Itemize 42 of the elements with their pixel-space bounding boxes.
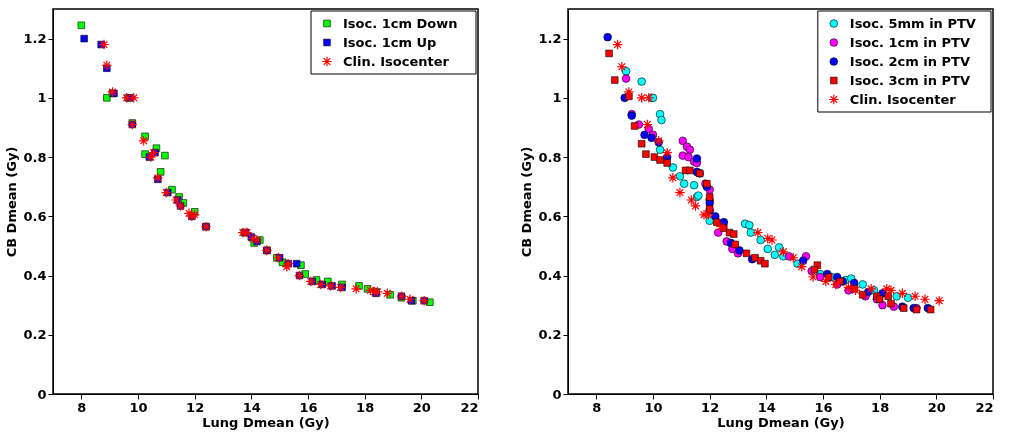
legend-label: Isoc. 5mm in PTV xyxy=(849,15,976,31)
y-tick-label: 1 xyxy=(37,90,47,106)
y-tick-label: 0 xyxy=(552,386,562,402)
y-tick-label: 0.6 xyxy=(23,208,47,224)
x-tick-label: 14 xyxy=(757,399,776,415)
legend-label: Isoc. 2cm in PTV xyxy=(849,53,970,69)
y-axis-title: CB Dmean (Gy) xyxy=(519,146,535,258)
x-tick-label: 12 xyxy=(186,399,205,415)
x-tick-label: 8 xyxy=(592,399,602,415)
y-tick-label: 1.2 xyxy=(538,31,562,47)
x-tick-label: 22 xyxy=(975,399,994,415)
y-axis-title: CB Dmean (Gy) xyxy=(4,146,20,258)
x-tick-label: 16 xyxy=(814,399,833,415)
x-tick-label: 10 xyxy=(129,399,148,415)
x-tick-label: 12 xyxy=(701,399,720,415)
x-tick-label: 22 xyxy=(460,399,479,415)
y-tick-label: 0.8 xyxy=(23,149,47,165)
y-tick-label: 0.2 xyxy=(23,327,47,343)
x-tick-label: 18 xyxy=(356,399,375,415)
x-tick-label: 18 xyxy=(871,399,890,415)
legend-label: Isoc. 1cm Up xyxy=(343,34,437,50)
x-tick-label: 16 xyxy=(299,399,318,415)
y-tick-label: 0.4 xyxy=(538,268,562,284)
y-tick-label: 1.2 xyxy=(23,31,47,47)
x-axis-title: Lung Dmean (Gy) xyxy=(202,414,330,430)
y-tick-label: 0.2 xyxy=(538,327,562,343)
x-tick-label: 14 xyxy=(242,399,261,415)
legend-label: Isoc. 3cm in PTV xyxy=(849,72,970,88)
legend-label: Clin. Isocenter xyxy=(343,53,450,69)
x-axis-title: Lung Dmean (Gy) xyxy=(717,414,845,430)
y-tick-label: 1 xyxy=(552,90,562,106)
y-tick-label: 0.6 xyxy=(538,208,562,224)
x-tick-label: 8 xyxy=(77,399,87,415)
y-tick-label: 0.8 xyxy=(538,149,562,165)
x-tick-label: 20 xyxy=(412,399,431,415)
x-tick-label: 20 xyxy=(927,399,946,415)
y-tick-label: 0 xyxy=(37,386,47,402)
legend-label: Isoc. 1cm Down xyxy=(343,15,458,31)
x-tick-label: 10 xyxy=(644,399,663,415)
legend-label: Clin. Isocenter xyxy=(849,91,957,107)
y-tick-label: 0.4 xyxy=(23,268,47,284)
legend-label: Isoc. 1cm in PTV xyxy=(849,34,970,50)
